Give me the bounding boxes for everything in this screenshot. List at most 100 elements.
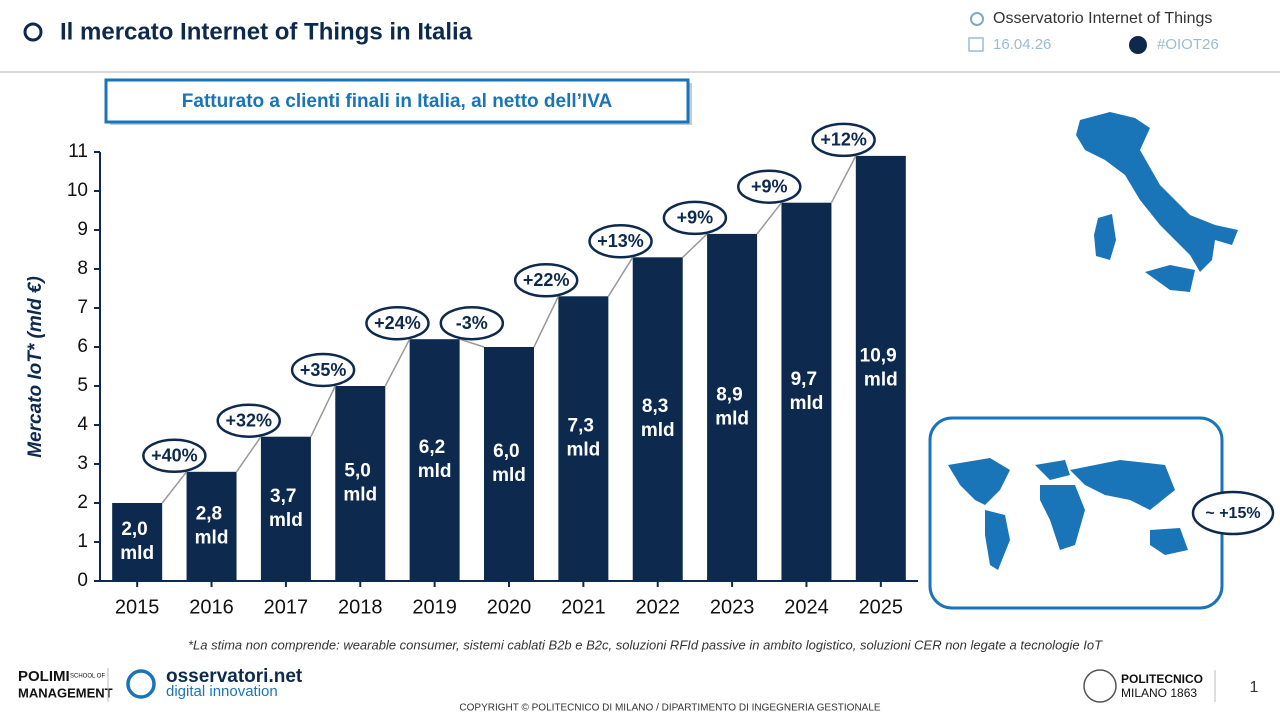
growth-bubble <box>142 438 207 474</box>
bar <box>484 347 534 581</box>
value-label: 8,3 mld <box>641 396 675 441</box>
polimi: POLIMI <box>18 668 70 685</box>
logo-icon <box>23 22 43 42</box>
connector <box>235 436 262 473</box>
growth-bubble <box>513 263 579 298</box>
bar <box>409 339 460 581</box>
subtitle-box <box>104 78 690 124</box>
value-label: 10,9 mld <box>860 345 902 390</box>
x-tick-label: 2024 <box>784 596 829 618</box>
connector <box>756 202 783 235</box>
bar <box>260 436 311 581</box>
growth-label: +13% <box>597 231 644 251</box>
x-tick-label: 2018 <box>338 596 383 618</box>
x-tick-label: 2023 <box>710 596 755 618</box>
x-tick-label: 2015 <box>115 596 160 618</box>
osservatori-icon <box>126 669 156 699</box>
growth-bubble <box>588 224 653 259</box>
x-tick-label: 2021 <box>561 596 606 618</box>
growth-label: +40% <box>151 446 198 466</box>
value-label: 8,9 mld <box>715 384 749 429</box>
world-map <box>948 458 1188 570</box>
value-label: 7,3 mld <box>566 416 600 461</box>
y-tick-label: 10 <box>67 180 88 201</box>
value-label: 5,0 mld <box>343 461 377 506</box>
growth-bubble <box>662 200 728 236</box>
x-icon <box>1129 36 1147 54</box>
growth-label: +35% <box>300 360 347 380</box>
bar <box>707 233 758 581</box>
y-tick-label: 8 <box>77 258 88 279</box>
bar <box>558 296 609 581</box>
politecnico: POLITECNICO <box>1121 672 1203 686</box>
y-tick-label: 1 <box>77 531 88 552</box>
y-tick-label: 2 <box>77 492 88 513</box>
osservatori: osservatori.net <box>166 666 303 687</box>
title: Il mercato Internet of Things in Italia <box>60 18 473 45</box>
connector <box>682 233 708 258</box>
y-tick-label: 9 <box>77 219 88 240</box>
connector <box>384 338 411 387</box>
x-tick-label: 2017 <box>264 596 309 618</box>
value-label: 3,7 mld <box>269 486 303 531</box>
connector <box>533 295 560 348</box>
growth-bubble <box>290 352 356 388</box>
bar <box>781 202 832 581</box>
value-label: 9,7 mld <box>790 369 824 414</box>
politecnico-seal <box>1083 669 1117 703</box>
value-label: 2,8 mld <box>195 503 229 548</box>
page-number: 1 <box>1250 679 1259 696</box>
y-tick-label: 4 <box>77 414 88 435</box>
school: SCHOOL OF <box>70 674 105 680</box>
x-tick-label: 2016 <box>189 596 234 618</box>
growth-label: -3% <box>456 313 488 333</box>
italy-map <box>1076 112 1238 272</box>
growth-label: +24% <box>374 313 421 333</box>
growth-bubble <box>811 122 876 158</box>
x-tick-label: 2020 <box>487 596 532 618</box>
bar <box>112 503 163 581</box>
connector <box>459 338 485 348</box>
growth-label: +12% <box>820 130 867 150</box>
value-label: 2,0 mld <box>120 519 154 564</box>
y-tick-label: 5 <box>77 375 88 396</box>
connector <box>830 155 857 204</box>
growth-label: +9% <box>751 176 788 196</box>
footnote: *La stima non comprende: wearable consum… <box>188 637 1103 652</box>
observatory: Osservatorio Internet of Things <box>993 10 1212 27</box>
growth-label: +9% <box>677 208 714 228</box>
world-growth-bubble <box>1191 490 1275 536</box>
plot: 0 1 2 3 4 5 6 7 8 9 10 11 2015 2,0 mld 2016 2,8 mld 2017… <box>67 122 918 618</box>
growth-label: +32% <box>225 410 272 430</box>
bar <box>186 471 237 581</box>
y-axis-label: Mercato IoT* (mld €) <box>25 276 46 458</box>
growth-bubble <box>737 169 802 204</box>
sardinia-map <box>1094 214 1116 260</box>
digital: digital innovation <box>166 683 278 700</box>
connector <box>161 471 188 504</box>
x-tick-label: 2019 <box>412 596 457 618</box>
management: MANAGEMENT <box>18 685 113 700</box>
growth-bubble <box>439 305 505 341</box>
growth-label: +22% <box>523 270 570 290</box>
growth-bubble <box>216 403 281 438</box>
bar <box>335 386 386 581</box>
observatory-icon <box>970 12 984 26</box>
value-label: 6,0 mld <box>492 441 526 486</box>
growth-bubble <box>365 305 430 341</box>
sicily-map <box>1145 265 1195 292</box>
bar <box>855 155 906 581</box>
y-tick-label: 7 <box>77 297 88 318</box>
copyright: COPYRIGHT © POLITECNICO DI MILANO / DIPA… <box>459 703 880 714</box>
milano: MILANO 1863 <box>1121 686 1197 700</box>
connector <box>607 256 634 297</box>
subtitle: Fatturato a clienti finali in Italia, al… <box>182 91 613 112</box>
y-tick-label: 11 <box>68 141 88 162</box>
y-tick-label: 6 <box>77 336 88 357</box>
y-tick-label: 0 <box>77 570 88 591</box>
date: 16.04.26 <box>993 36 1051 53</box>
y-tick-label: 3 <box>77 453 88 474</box>
x-tick-label: 2025 <box>859 596 904 618</box>
